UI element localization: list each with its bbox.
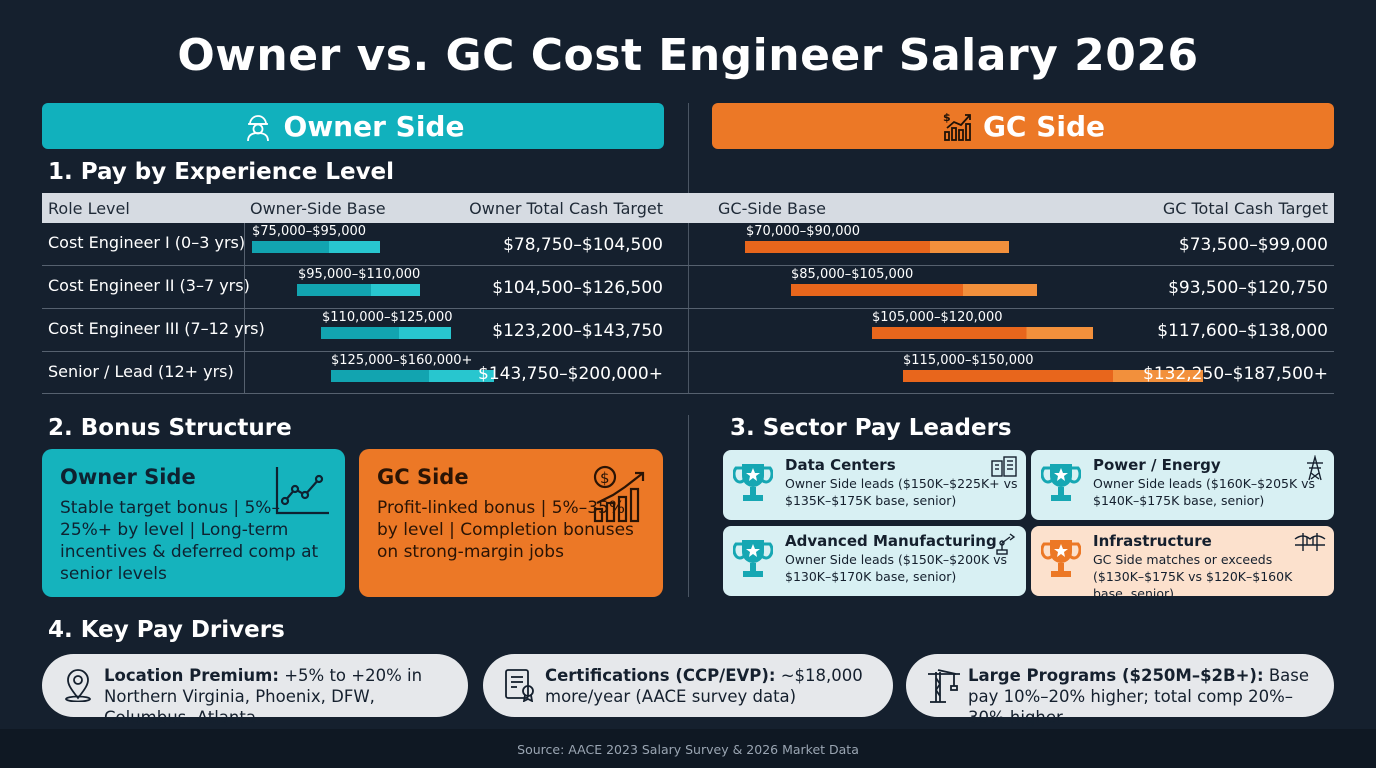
row-divider	[42, 393, 1334, 394]
sector-section-title: 3. Sector Pay Leaders	[730, 415, 1012, 441]
owner-base-bar	[297, 284, 420, 296]
owner-total-cash: $78,750–$104,500	[503, 235, 663, 255]
gc-side-banner-label: GC Side	[982, 109, 1106, 143]
page-title: Owner vs. GC Cost Engineer Salary 2026	[177, 30, 1199, 81]
gc-bonus-title: GC Side	[377, 465, 469, 489]
owner-base-bar	[252, 241, 380, 253]
gc-total-cash: $73,500–$99,000	[1178, 235, 1328, 255]
owner-total-cash: $104,500–$126,500	[492, 278, 663, 298]
table-header: Role Level Owner-Side Base Owner Total C…	[42, 193, 1334, 223]
line-chart-icon	[275, 465, 331, 521]
gc-base-label: $115,000–$150,000	[903, 353, 1034, 368]
dollar-growth-icon: $	[591, 465, 649, 527]
sector-card-data-centers: Data Centers Owner Side leads ($150K–$22…	[723, 450, 1026, 520]
row-divider	[42, 265, 1334, 266]
bonus-section-title: 2. Bonus Structure	[48, 415, 292, 441]
robot-arm-icon	[994, 531, 1018, 559]
owner-base-label: $95,000–$110,000	[298, 267, 421, 282]
row-divider	[42, 308, 1334, 309]
sector-title: Data Centers	[785, 456, 896, 474]
sector-text: Owner Side leads ($150K–$225K+ vs $135K–…	[785, 476, 1018, 508]
gc-bonus-text: Profit-linked bonus | 5%–35% by level | …	[377, 498, 634, 562]
svg-text:$: $	[943, 111, 951, 124]
sector-title: Advanced Manufacturing	[785, 532, 997, 550]
building-icon	[990, 455, 1018, 481]
gc-total-cash: $132,250–$187,500+	[1143, 364, 1328, 384]
owner-base-label: $125,000–$160,000+	[331, 353, 473, 368]
engineer-hardhat-icon	[242, 110, 274, 142]
owner-base-label: $75,000–$95,000	[252, 224, 367, 239]
row-divider	[42, 351, 1334, 352]
dollar-chart-icon: $	[941, 110, 973, 142]
row-role: Cost Engineer III (7–12 yrs)	[48, 319, 265, 338]
table-row: Cost Engineer III (7–12 yrs) $110,000–$1…	[42, 309, 1334, 352]
sector-title: Power / Energy	[1093, 456, 1221, 474]
sector-title: Infrastructure	[1093, 532, 1212, 550]
bottom-center-divider	[688, 415, 689, 597]
driver-label: Large Programs ($250M–$2B+):	[968, 666, 1264, 685]
driver-text: Base pay 10%–20% higher; total comp 20%–…	[968, 666, 1310, 727]
table-row: Cost Engineer I (0–3 yrs) $75,000–$95,00…	[42, 223, 1334, 266]
trophy-icon	[1040, 460, 1082, 512]
sector-text: GC Side matches or exceeds ($130K–$175K …	[1093, 552, 1293, 601]
sector-text: Owner Side leads ($150K–$200K vs $130K–$…	[785, 552, 1008, 584]
sector-card-advanced-manufacturing: Advanced Manufacturing Owner Side leads …	[723, 526, 1026, 596]
sector-card-infrastructure: Infrastructure GC Side matches or exceed…	[1031, 526, 1334, 601]
table-row: Cost Engineer II (3–7 yrs) $95,000–$110,…	[42, 266, 1334, 309]
owner-bonus-title: Owner Side	[60, 465, 196, 489]
gc-base-label: $85,000–$105,000	[791, 267, 914, 282]
certificate-icon	[503, 668, 537, 707]
trophy-icon	[732, 460, 774, 512]
gc-base-label: $70,000–$90,000	[746, 224, 861, 239]
driver-large-programs: Large Programs ($250M–$2B+): Base pay 10…	[906, 654, 1334, 727]
driver-location-premium: Location Premium: +5% to +20% in Norther…	[42, 654, 468, 727]
header-gc-total: GC Total Cash Target	[1162, 199, 1328, 218]
owner-base-label: $110,000–$125,000	[322, 310, 453, 325]
crane-icon	[926, 668, 962, 709]
sector-card-power-energy: Power / Energy Owner Side leads ($160K–$…	[1031, 450, 1334, 520]
trophy-icon	[732, 536, 774, 588]
gc-base-label: $105,000–$120,000	[872, 310, 1003, 325]
owner-base-bar	[321, 327, 451, 339]
header-gc-base: GC-Side Base	[718, 199, 826, 218]
owner-bonus-card: Owner Side Stable target bonus | 5%–25%+…	[42, 449, 345, 597]
driver-text: +5% to +20% in Northern Virginia, Phoeni…	[104, 666, 423, 727]
gc-side-banner: $ GC Side	[712, 103, 1334, 149]
owner-base-bar	[331, 370, 494, 382]
gc-base-bar	[872, 327, 1093, 339]
driver-label: Location Premium:	[104, 666, 279, 685]
power-tower-icon	[1304, 454, 1326, 485]
bridge-icon	[1294, 531, 1326, 557]
owner-total-cash: $143,750–$200,000+	[478, 364, 663, 384]
driver-text: ~$18,000 more/year (AACE survey data)	[545, 666, 863, 706]
gc-base-bar	[745, 241, 1009, 253]
top-center-divider	[688, 103, 689, 393]
gc-total-cash: $117,600–$138,000	[1157, 321, 1328, 341]
header-role: Role Level	[48, 199, 130, 218]
driver-label: Certifications (CCP/EVP):	[545, 666, 776, 685]
svg-text:$: $	[600, 469, 610, 487]
source-footer: Source: AACE 2023 Salary Survey & 2026 M…	[0, 729, 1376, 768]
gc-base-bar	[791, 284, 1037, 296]
owner-side-banner-label: Owner Side	[283, 109, 465, 143]
gc-total-cash: $93,500–$120,750	[1168, 278, 1328, 298]
row-role: Cost Engineer II (3–7 yrs)	[48, 276, 250, 295]
pay-section-title: 1. Pay by Experience Level	[48, 159, 395, 185]
owner-side-banner: Owner Side	[42, 103, 664, 149]
trophy-icon	[1040, 536, 1082, 588]
gc-bonus-card: GC Side Profit-linked bonus | 5%–35% by …	[359, 449, 663, 597]
header-owner-total: Owner Total Cash Target	[469, 199, 663, 218]
owner-bonus-text: Stable target bonus | 5%–25%+ by level |…	[60, 498, 319, 584]
row-role: Senior / Lead (12+ yrs)	[48, 362, 234, 381]
header-owner-base: Owner-Side Base	[250, 199, 386, 218]
sector-text: Owner Side leads ($160K–$205K vs $140K–$…	[1093, 476, 1316, 508]
drivers-section-title: 4. Key Pay Drivers	[48, 617, 285, 643]
owner-total-cash: $123,200–$143,750	[492, 321, 663, 341]
row-role: Cost Engineer I (0–3 yrs)	[48, 233, 246, 252]
table-row: Senior / Lead (12+ yrs) $125,000–$160,00…	[42, 352, 1334, 395]
gc-base-bar	[903, 370, 1203, 382]
location-pin-icon	[62, 668, 94, 707]
driver-certifications: Certifications (CCP/EVP): ~$18,000 more/…	[483, 654, 893, 717]
